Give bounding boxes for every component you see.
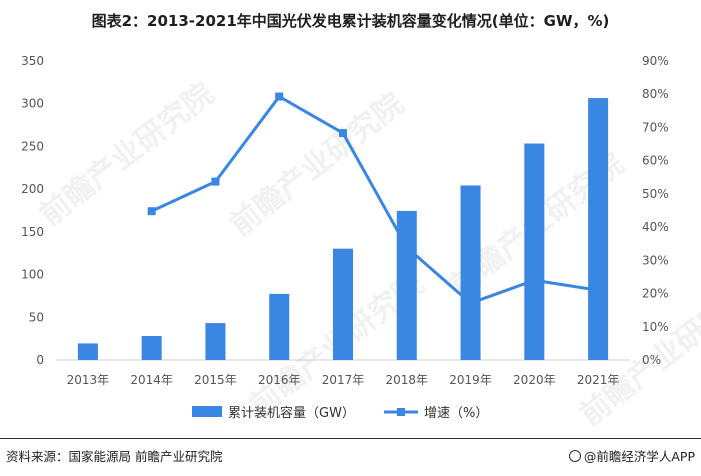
brand-logo-icon [568, 450, 581, 462]
legend-bar-swatch [192, 406, 222, 417]
y-left-tick-label: 100 [21, 268, 44, 282]
bar [460, 185, 481, 360]
growth-line [151, 95, 599, 305]
growth-point [594, 286, 603, 295]
x-tick-label: 2016年 [258, 373, 301, 387]
x-tick-label: 2018年 [386, 373, 429, 387]
growth-point [275, 92, 284, 101]
bar [205, 323, 226, 360]
y-right-tick-label: 30% [642, 253, 669, 267]
bar [396, 210, 417, 360]
bar [588, 98, 609, 361]
combo-chart: 0 50 100 150 200 250 300 350 0% 10% 20% 30% 40% 50% 60… [21, 54, 669, 421]
growth-point [466, 299, 475, 308]
y-right-tick-label: 50% [642, 187, 669, 201]
bar [77, 343, 98, 360]
y-right-tick-label: 90% [642, 54, 669, 68]
x-tick-label: 2020年 [513, 373, 556, 387]
x-tick-label: 2015年 [194, 373, 237, 387]
x-tick-label: 2014年 [130, 373, 173, 387]
y-left-tick-label: 0 [36, 353, 44, 367]
bar [333, 248, 353, 360]
legend-line-marker [397, 408, 405, 416]
y-right-tick-label: 20% [642, 287, 669, 301]
bar [524, 143, 545, 360]
growth-point [147, 207, 156, 216]
brand-credit: @前瞻经济学人APP [568, 446, 695, 465]
legend-bar-label: 累计装机容量（GW） [228, 405, 355, 421]
chart-title: 图表2：2013-2021年中国光伏发电累计装机容量变化情况(单位：GW，%) [91, 12, 610, 30]
growth-point [339, 129, 347, 138]
y-left-tick-label: 350 [21, 54, 44, 68]
source-note: 资料来源：国家能源局 前瞻产业研究院 [6, 449, 223, 464]
x-tick-label: 2021年 [577, 373, 620, 387]
footer-divider [0, 438, 701, 439]
y-left-tick-label: 300 [21, 97, 44, 111]
bar [269, 293, 290, 360]
brand-text: @前瞻经济学人APP [583, 449, 695, 464]
growth-point [402, 243, 411, 252]
x-tick-label: 2017年 [322, 373, 365, 387]
y-right-tick-label: 40% [642, 220, 669, 234]
x-tick-label: 2013年 [67, 373, 110, 387]
y-right-tick-label: 0% [642, 353, 661, 367]
y-left-tick-label: 200 [21, 182, 44, 196]
growth-point [211, 177, 220, 186]
y-right-tick-label: 60% [642, 154, 669, 168]
growth-point [530, 276, 539, 285]
legend-line-label: 增速（%） [424, 406, 488, 421]
x-tick-label: 2019年 [449, 373, 492, 387]
y-left-tick-label: 150 [21, 225, 44, 239]
bar [141, 335, 162, 360]
y-right-tick-label: 80% [642, 87, 669, 101]
y-left-tick-label: 50 [29, 310, 44, 324]
y-left-tick-label: 250 [21, 139, 44, 153]
y-right-tick-label: 10% [642, 320, 669, 334]
y-right-tick-label: 70% [642, 120, 669, 134]
